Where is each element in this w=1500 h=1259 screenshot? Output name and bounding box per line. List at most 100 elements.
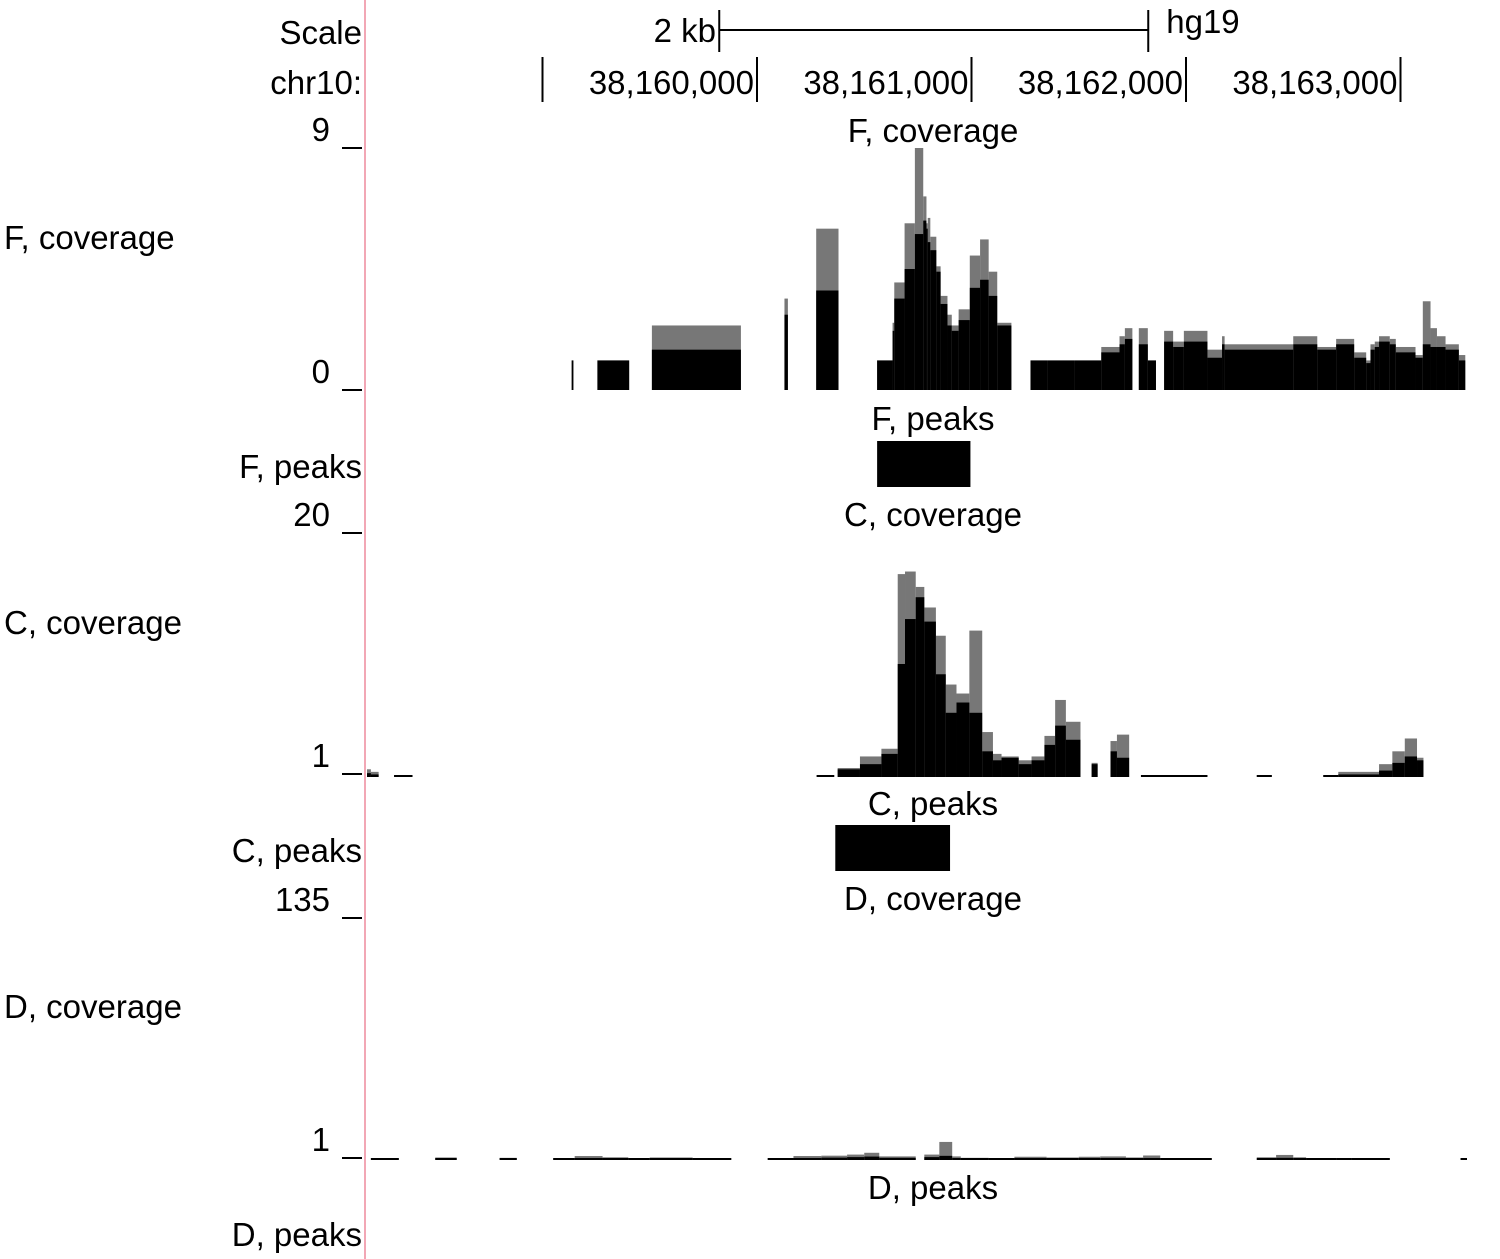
coverage-bar-mean xyxy=(597,360,630,390)
coverage-bar-mean xyxy=(499,1158,517,1160)
coverage-bar-mean xyxy=(1395,352,1416,390)
coverage-bar-mean xyxy=(926,228,928,390)
coverage-bar-mean xyxy=(628,1158,650,1160)
coverage-bar-mean xyxy=(1186,1158,1212,1160)
d-peaks-side-label: D, peaks xyxy=(232,1216,362,1253)
coverage-bar-mean xyxy=(649,1158,693,1160)
coverage-bar-mean xyxy=(1091,764,1098,777)
coverage-bar-mean xyxy=(1430,346,1437,390)
coverage-bar-mean xyxy=(988,1158,1015,1160)
coverage-bar-mean xyxy=(1379,770,1393,777)
f-coverage-side-label: F, coverage xyxy=(4,219,175,256)
coverage-bar-mean xyxy=(905,619,916,777)
c-coverage-ymax-label: 20 xyxy=(293,496,330,533)
coverage-bar-mean xyxy=(1306,1158,1337,1160)
coverage-bar-mean xyxy=(1370,349,1375,390)
coverage-bar-mean xyxy=(1030,360,1048,390)
coverage-bar-mean xyxy=(1338,774,1380,777)
coverage-bar-mean xyxy=(877,360,893,390)
coverage-bar-mean xyxy=(945,712,957,777)
coverage-bar-mean xyxy=(997,325,1012,390)
coverage-bar-mean xyxy=(816,290,839,390)
scale-ruler: Scale 2 kb hg19 xyxy=(279,3,1240,52)
c-peaks-title: C, peaks xyxy=(868,785,998,822)
coverage-bar-mean xyxy=(1140,775,1208,777)
coverage-bar-mean xyxy=(897,663,906,777)
coverage-bar-mean xyxy=(936,271,941,390)
f-coverage-ymin-label: 0 xyxy=(312,353,330,390)
coverage-bar-mean xyxy=(1354,357,1367,390)
coverage-bar-mean xyxy=(879,1157,916,1160)
coverage-bar-mean xyxy=(784,314,788,390)
coverage-bar-mean xyxy=(940,303,948,390)
coverage-bar-mean xyxy=(651,349,741,390)
coverage-bar-mean xyxy=(602,1158,629,1160)
coverage-bar-mean xyxy=(1224,349,1294,390)
coverage-bar-mean xyxy=(960,1158,989,1160)
coverage-bar-mean xyxy=(1143,1158,1161,1160)
coverage-bar-mean xyxy=(1044,744,1056,777)
coverage-bar-mean xyxy=(367,773,371,777)
coverage-bar-mean xyxy=(1222,344,1225,390)
coverage-bar-mean xyxy=(1417,760,1424,777)
coverage-bar-mean xyxy=(793,1158,822,1160)
coverage-bar-mean xyxy=(1458,360,1466,390)
chromosome-label: chr10: xyxy=(270,64,362,101)
f-coverage-ymax-label: 9 xyxy=(312,111,330,148)
coverage-bar-mean xyxy=(370,774,379,777)
coverage-bar-mean xyxy=(394,775,413,777)
coverage-bar-mean xyxy=(923,220,927,390)
coverage-bar-mean xyxy=(859,764,882,777)
coverage-bar-mean xyxy=(1389,344,1396,390)
assembly-label: hg19 xyxy=(1166,3,1239,40)
coverage-bar-mean xyxy=(988,295,998,390)
coverage-bar-mean xyxy=(1336,344,1355,390)
coverage-bar-mean xyxy=(982,751,993,777)
coverage-bar-mean xyxy=(1046,1158,1079,1160)
coverage-bar-mean xyxy=(435,1158,457,1160)
coverage-bar-mean xyxy=(1293,1158,1307,1160)
f-coverage-track: F, coverage F, coverage 9 0 xyxy=(4,111,1466,391)
coverage-bar-max xyxy=(864,1152,880,1160)
coverage-bar-mean xyxy=(1460,1158,1467,1160)
coverage-bar-mean xyxy=(1124,338,1133,390)
coverage-bar-mean xyxy=(958,320,970,390)
coverage-bar-mean xyxy=(930,250,937,390)
coverage-bar-mean xyxy=(553,1158,575,1160)
f-coverage-title: F, coverage xyxy=(848,112,1019,149)
coverage-bar-mean xyxy=(1031,760,1045,777)
coverage-bar-mean xyxy=(892,330,895,390)
coverage-bar-mean xyxy=(1351,1158,1390,1160)
coverage-bar-mean xyxy=(370,1158,399,1160)
coverage-bar-mean xyxy=(1374,346,1380,390)
d-coverage-track: D, coverage D, coverage 135 1 xyxy=(4,880,1467,1160)
coverage-bar-mean xyxy=(1164,341,1174,390)
d-coverage-title: D, coverage xyxy=(844,880,1022,917)
coverage-bar-mean xyxy=(767,1158,794,1160)
coverage-bar-max xyxy=(1276,1154,1294,1160)
c-coverage-track: C, coverage C, coverage 20 1 xyxy=(4,496,1424,777)
coverage-bar-mean xyxy=(1256,1158,1277,1160)
coverage-bar-mean xyxy=(1078,1158,1101,1160)
coverage-bar-mean xyxy=(1138,344,1148,390)
scale-bar-label: 2 kb xyxy=(654,12,716,49)
coverage-bar-mean xyxy=(1100,1158,1126,1160)
coverage-bar-mean xyxy=(1256,775,1272,777)
coverage-bar-mean xyxy=(816,775,835,777)
position-tick-label-2: 38,161,000 xyxy=(803,64,968,101)
coverage-bar-mean xyxy=(1392,762,1405,777)
f-peaks-track: F, peaks F, peaks xyxy=(239,400,994,487)
coverage-bar-mean xyxy=(821,1157,848,1160)
coverage-bar-mean xyxy=(1415,357,1423,390)
coverage-bar-mean xyxy=(1173,346,1184,390)
coverage-bar-mean xyxy=(1116,757,1130,777)
f-peaks-side-label: F, peaks xyxy=(239,448,362,485)
f-peaks-title: F, peaks xyxy=(872,400,995,437)
coverage-bar-mean xyxy=(1276,1157,1294,1160)
coverage-bar-mean xyxy=(1336,1158,1352,1160)
scale-label: Scale xyxy=(279,14,362,51)
coverage-bar-mean xyxy=(1323,775,1339,777)
coverage-bar-mean xyxy=(1404,756,1418,777)
coverage-bar-mean xyxy=(1119,344,1125,390)
coverage-bar-mean xyxy=(1445,349,1459,390)
